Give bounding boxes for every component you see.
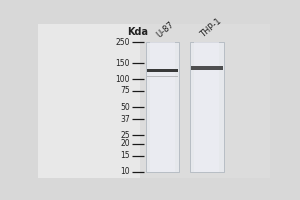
Bar bbox=[190, 42, 224, 172]
Bar bbox=[146, 42, 179, 172]
Text: 10: 10 bbox=[120, 167, 130, 176]
Bar bbox=[194, 42, 220, 172]
Bar bbox=[146, 69, 178, 72]
Bar bbox=[191, 66, 223, 70]
Text: 37: 37 bbox=[120, 115, 130, 124]
Text: THP-1: THP-1 bbox=[199, 17, 223, 39]
Text: 20: 20 bbox=[120, 139, 130, 148]
Text: 75: 75 bbox=[120, 86, 130, 95]
Text: 250: 250 bbox=[115, 38, 130, 47]
Text: 25: 25 bbox=[120, 131, 130, 140]
Text: 150: 150 bbox=[115, 59, 130, 68]
Bar bbox=[140, 24, 270, 178]
Text: 15: 15 bbox=[120, 151, 130, 160]
Bar bbox=[146, 76, 178, 77]
Text: U-87: U-87 bbox=[154, 20, 176, 39]
Text: Kda: Kda bbox=[128, 27, 148, 37]
Bar bbox=[150, 42, 175, 172]
Text: 50: 50 bbox=[120, 103, 130, 112]
Text: 100: 100 bbox=[115, 75, 130, 84]
